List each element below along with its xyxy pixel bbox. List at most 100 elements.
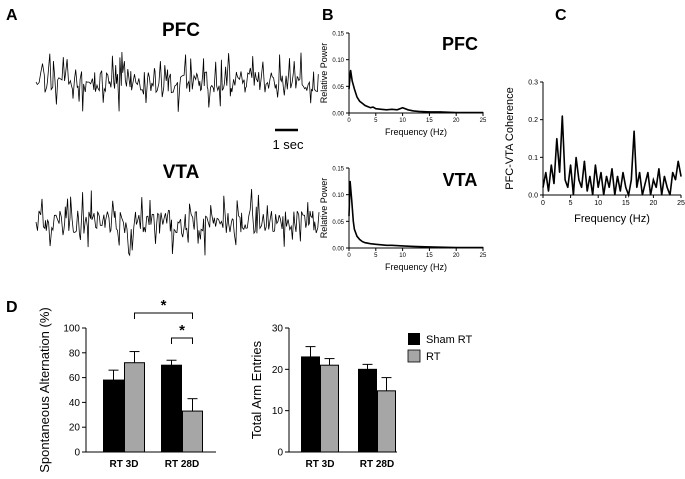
psd_pfc-y-tick-label: 0.15 <box>332 32 344 38</box>
coherence-y-tick-label: 0.1 <box>528 155 538 162</box>
psd_pfc-data-point <box>391 108 393 110</box>
total-arm-entries-chart: 0 10 20 30 RT 3D RT 28D Total Arm Entries <box>249 324 397 470</box>
psd_pfc-data-point <box>428 111 430 113</box>
psd_pfc-y-tick-label: 0.10 <box>332 58 344 64</box>
psd-vta-title: VTA <box>443 170 478 190</box>
coherence-data-point <box>639 171 641 173</box>
psd_pfc-x-tick-label: 10 <box>399 118 406 124</box>
coherence-x-axis-label: Frequency (Hz) <box>574 213 650 225</box>
coherence-data-point <box>672 171 674 173</box>
psd_pfc-data-point <box>380 108 382 110</box>
psd_vta-data-point <box>351 199 353 201</box>
psd_vta-data-point <box>348 215 350 217</box>
spontaneous_alternation-bar-sham <box>103 379 124 453</box>
coherence-data-point <box>605 175 608 177</box>
coherence-data-point <box>583 160 586 162</box>
spontaneous_alternation-bar-sham <box>161 364 182 453</box>
panel-a: PFC 1 sec VTA <box>35 20 320 257</box>
coherence-data-point <box>633 130 635 132</box>
total_arm_entries-y-tick-label: 10 <box>272 406 284 417</box>
psd_vta-data-point <box>482 246 484 249</box>
coherence-data-point <box>614 194 616 196</box>
psd_pfc-data-point <box>439 111 441 113</box>
psd_pfc-y-tick-label: 0.05 <box>332 85 344 91</box>
coherence-data-point <box>586 190 588 192</box>
psd_pfc-data-point <box>353 88 355 90</box>
spontaneous_alternation-y-tick-label: 0 <box>74 448 80 459</box>
coherence-data-point <box>628 194 630 196</box>
coherence-data-point <box>622 171 624 173</box>
psd_pfc-data-point <box>418 110 420 112</box>
coherence-data-point <box>575 156 577 158</box>
psd_pfc-data-point <box>361 102 363 104</box>
spontaneous_alternation-bar-rt <box>124 362 145 453</box>
scale-bar-label: 1 sec <box>272 137 304 152</box>
spontaneous_alternation-significance-bracket <box>171 337 193 344</box>
psd_vta-data-point <box>412 245 414 247</box>
spontaneous_alternation-y-tick-label: 80 <box>69 348 81 359</box>
coherence-data-point <box>553 183 555 185</box>
coherence-data-point <box>603 194 605 196</box>
legend-label-rt: RT <box>426 351 441 363</box>
psd_vta-y-tick-label: 0.15 <box>332 167 344 173</box>
psd_vta-data-point <box>391 244 393 246</box>
psd_vta-data-point <box>380 244 382 246</box>
psd_vta-x-tick-label: 15 <box>426 253 433 259</box>
psd_pfc-data-point <box>351 80 353 82</box>
coherence-data-point <box>542 186 544 189</box>
coherence-data-point <box>652 179 655 181</box>
psd_vta-y-tick-label: 0.00 <box>332 247 344 253</box>
psd_pfc-data-point <box>402 107 404 109</box>
psd_vta-data-point <box>352 220 354 222</box>
coherence-data-point <box>559 171 561 173</box>
total_arm_entries-bar-rt <box>320 364 339 453</box>
spontaneous_alternation-y-tick-label: 100 <box>63 324 80 335</box>
spontaneous_alternation-y-axis-label: Spontaneous Alternation (%) <box>37 307 52 473</box>
coherence-data-point <box>636 186 638 189</box>
psd_pfc-data-point <box>369 107 371 109</box>
coherence-data-point <box>570 164 572 166</box>
panel-label-d: D <box>6 299 18 316</box>
spontaneous_alternation-y-tick-label: 60 <box>69 373 81 384</box>
psd_vta-y-tick-label: 0.05 <box>332 220 344 226</box>
psd_pfc-data-point <box>356 96 358 98</box>
total_arm_entries-y-tick-label: 0 <box>277 448 283 459</box>
psd_pfc-data-point <box>348 88 350 90</box>
coherence-data-point <box>674 179 677 181</box>
psd_vta-data-point <box>349 180 351 182</box>
psd_pfc-data-point <box>385 109 388 111</box>
total_arm_entries-y-tick-label: 20 <box>272 365 284 376</box>
psd_pfc-x-tick-label: 15 <box>426 118 433 124</box>
psd_pfc-x-tick-label: 5 <box>374 118 378 124</box>
psd-pfc-chart: PFC 0.00 0.05 0.10 0.15 0 5 10 15 20 25 Frequency … <box>319 32 487 138</box>
coherence-y-tick-label: 0.3 <box>528 80 538 87</box>
psd_pfc-data-point <box>359 100 361 102</box>
psd_pfc-y-axis-label: Relative Power <box>319 43 329 104</box>
psd_pfc-x-axis-label: Frequency (Hz) <box>385 127 447 137</box>
total_arm_entries-y-axis-label: Total Arm Entries <box>249 340 264 439</box>
psd_pfc-data-point <box>396 109 398 111</box>
coherence-data-point <box>545 171 547 173</box>
pfc-trace-label: PFC <box>162 20 200 41</box>
psd_vta-y-axis-label: Relative Power <box>319 178 329 239</box>
psd-vta-chart: VTA 0.00 0.05 0.10 0.15 0 5 10 15 20 25 Frequency … <box>319 167 487 273</box>
coherence-data-point <box>556 137 558 140</box>
legend: Sham RT RT <box>407 333 473 363</box>
psd_vta-data-point <box>353 228 355 230</box>
coherence-data-point <box>608 186 610 189</box>
coherence-data-point <box>578 179 580 181</box>
psd_vta-x-tick-label: 25 <box>480 253 487 259</box>
coherence-data-point <box>611 168 613 170</box>
psd_pfc-data-point <box>455 111 457 114</box>
spontaneous_alternation-bar-rt <box>182 410 203 453</box>
psd_vta-x-tick-label: 5 <box>374 253 378 259</box>
coherence-data-point <box>616 175 619 177</box>
spontaneous_alternation-y-tick-label: 20 <box>69 423 81 434</box>
psd_pfc-x-tick-label: 20 <box>453 118 460 124</box>
total_arm_entries-category-label: RT 28D <box>360 459 394 470</box>
coherence-data-point <box>644 183 646 185</box>
coherence-data-point <box>561 115 563 117</box>
coherence-data-point <box>650 194 652 196</box>
psd_pfc-data-point <box>350 69 352 71</box>
